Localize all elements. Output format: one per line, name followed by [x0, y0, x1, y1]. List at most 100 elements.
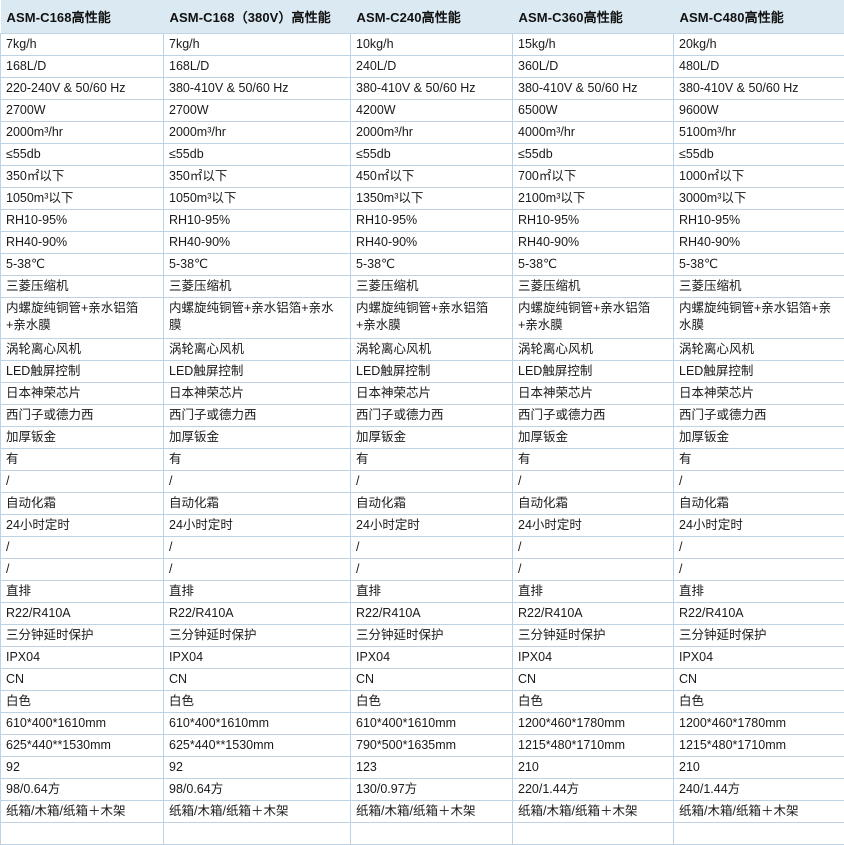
table-cell: 自动化霜 [674, 493, 844, 515]
table-row: ///// [1, 471, 844, 493]
table-cell: 纸箱/木箱/纸箱＋木架 [674, 801, 844, 823]
table-cell: RH40-90% [674, 232, 844, 254]
table-cell: 日本神荣芯片 [1, 383, 164, 405]
table-row: 日本神荣芯片日本神荣芯片日本神荣芯片日本神荣芯片日本神荣芯片 [1, 383, 844, 405]
table-row: 直排直排直排直排直排 [1, 581, 844, 603]
table-cell: 西门子或德力西 [164, 405, 351, 427]
table-cell: 三分钟延时保护 [351, 625, 513, 647]
table-cell: CN [1, 669, 164, 691]
table-cell: 白色 [1, 691, 164, 713]
table-row: RH10-95%RH10-95%RH10-95%RH10-95%RH10-95% [1, 210, 844, 232]
table-cell: 210 [513, 757, 674, 779]
table-cell: 1000㎡以下 [674, 166, 844, 188]
table-cell: 4200W [351, 100, 513, 122]
table-cell: ≤55db [513, 144, 674, 166]
table-cell: RH10-95% [1, 210, 164, 232]
table-cell: 168L/D [164, 56, 351, 78]
table-cell: 2700W [1, 100, 164, 122]
table-cell: 2100m³以下 [513, 188, 674, 210]
table-cell: 纸箱/木箱/纸箱＋木架 [351, 801, 513, 823]
table-cell: 涡轮离心风机 [164, 339, 351, 361]
table-cell: 240L/D [351, 56, 513, 78]
table-cell: 2000m³/hr [351, 122, 513, 144]
table-cell: 610*400*1610mm [351, 713, 513, 735]
table-cell: IPX04 [674, 647, 844, 669]
table-cell: 9600W [674, 100, 844, 122]
table-cell: 24小时定时 [513, 515, 674, 537]
table-cell: 纸箱/木箱/纸箱＋木架 [164, 801, 351, 823]
table-cell: RH10-95% [351, 210, 513, 232]
table-row: 纸箱/木箱/纸箱＋木架纸箱/木箱/纸箱＋木架纸箱/木箱/纸箱＋木架纸箱/木箱/纸… [1, 801, 844, 823]
table-cell: 白色 [513, 691, 674, 713]
table-cell: 直排 [674, 581, 844, 603]
table-cell: 123 [351, 757, 513, 779]
table-cell: / [1, 537, 164, 559]
table-cell [1, 823, 164, 845]
table-cell: 加厚钣金 [164, 427, 351, 449]
table-cell: 自动化霜 [1, 493, 164, 515]
table-header-row: ASM-C168高性能 ASM-C168（380V）高性能 ASM-C240高性… [1, 0, 844, 34]
table-cell: 1200*460*1780mm [674, 713, 844, 735]
table-cell: CN [164, 669, 351, 691]
table-cell: 直排 [1, 581, 164, 603]
table-cell: 3000m³以下 [674, 188, 844, 210]
table-cell: CN [351, 669, 513, 691]
table-cell: 20kg/h [674, 34, 844, 56]
table-cell: 6500W [513, 100, 674, 122]
table-cell: 西门子或德力西 [513, 405, 674, 427]
table-cell: 纸箱/木箱/纸箱＋木架 [1, 801, 164, 823]
table-cell: 内螺旋纯铜管+亲水铝箔+亲水膜 [674, 298, 844, 339]
table-cell: 350㎡以下 [164, 166, 351, 188]
table-cell: 220-240V & 50/60 Hz [1, 78, 164, 100]
table-cell: 日本神荣芯片 [351, 383, 513, 405]
table-cell: ≤55db [674, 144, 844, 166]
table-cell: CN [513, 669, 674, 691]
table-cell: 自动化霜 [513, 493, 674, 515]
table-cell: 白色 [164, 691, 351, 713]
column-header-asm-c240: ASM-C240高性能 [351, 0, 513, 34]
table-cell: / [513, 537, 674, 559]
table-cell: RH40-90% [1, 232, 164, 254]
table-cell: 5-38℃ [164, 254, 351, 276]
table-cell: 有 [674, 449, 844, 471]
table-cell: 5-38℃ [1, 254, 164, 276]
column-header-asm-c168: ASM-C168高性能 [1, 0, 164, 34]
table-cell: 5-38℃ [351, 254, 513, 276]
table-cell: 380-410V & 50/60 Hz [351, 78, 513, 100]
table-row: 西门子或德力西西门子或德力西西门子或德力西西门子或德力西西门子或德力西 [1, 405, 844, 427]
table-row: 白色白色白色白色白色 [1, 691, 844, 713]
table-row: 三分钟延时保护三分钟延时保护三分钟延时保护三分钟延时保护三分钟延时保护 [1, 625, 844, 647]
table-cell: 360L/D [513, 56, 674, 78]
table-row: 涡轮离心风机涡轮离心风机涡轮离心风机涡轮离心风机涡轮离心风机 [1, 339, 844, 361]
table-row: ///// [1, 537, 844, 559]
table-cell: LED触屏控制 [164, 361, 351, 383]
table-cell: LED触屏控制 [513, 361, 674, 383]
table-cell: 西门子或德力西 [1, 405, 164, 427]
table-cell: 加厚钣金 [674, 427, 844, 449]
column-header-asm-c168-380v: ASM-C168（380V）高性能 [164, 0, 351, 34]
table-cell: 1215*480*1710mm [513, 735, 674, 757]
table-cell: 西门子或德力西 [674, 405, 844, 427]
table-row: 内螺旋纯铜管+亲水铝箔+亲水膜内螺旋纯铜管+亲水铝箔+亲水膜内螺旋纯铜管+亲水铝… [1, 298, 844, 339]
table-cell: ≤55db [164, 144, 351, 166]
table-cell: 10kg/h [351, 34, 513, 56]
table-cell: IPX04 [513, 647, 674, 669]
table-cell: 15kg/h [513, 34, 674, 56]
table-cell: / [1, 471, 164, 493]
table-cell: RH10-95% [513, 210, 674, 232]
table-cell: 625*440**1530mm [1, 735, 164, 757]
table-cell: 240/1.44方 [674, 779, 844, 801]
table-cell: 24小时定时 [674, 515, 844, 537]
table-cell: RH40-90% [351, 232, 513, 254]
table-cell: 自动化霜 [351, 493, 513, 515]
table-cell: R22/R410A [164, 603, 351, 625]
table-cell: 日本神荣芯片 [164, 383, 351, 405]
